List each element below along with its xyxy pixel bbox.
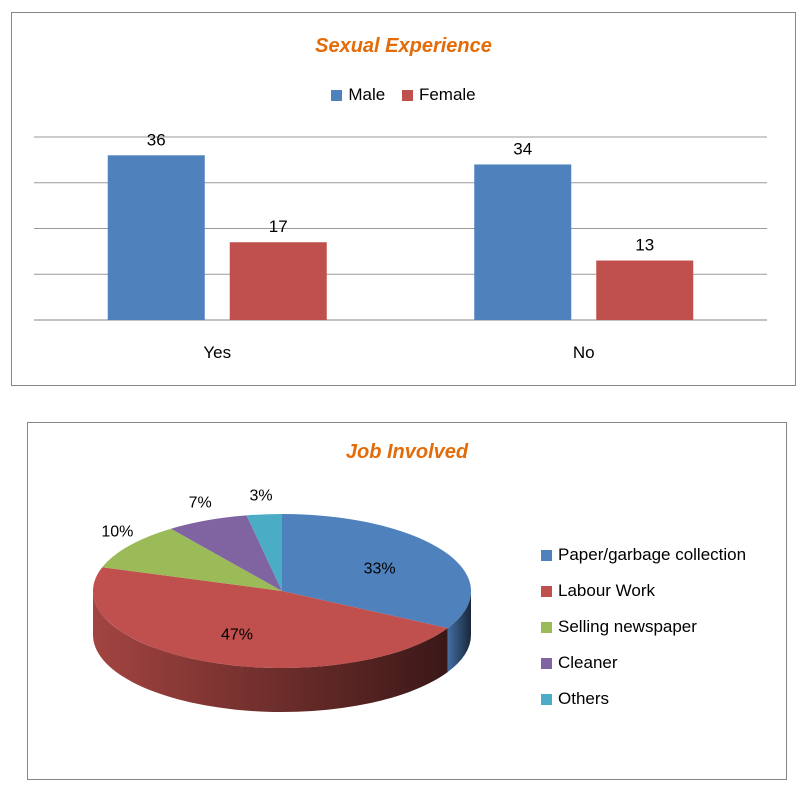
pie-legend-item: Others [541,681,746,717]
pie-chart-title: Job Involved [345,441,469,463]
pie-data-label: 33% [364,560,396,577]
legend-label-male: Male [348,85,386,104]
pie-legend-swatch [541,657,552,669]
pie-side-walls [93,591,471,712]
bar-female-no [596,260,694,320]
bar-data-label: 17 [269,217,288,236]
pie-slice-0 [282,514,472,629]
pie-slice-side-1 [93,591,448,712]
pie-slice-3 [170,515,282,591]
x-tick-label: Yes [203,343,231,362]
pie-legend-item: Selling newspaper [541,609,746,645]
pie-slice-1 [93,567,448,668]
bar-chart-title: Sexual Experience [315,35,492,57]
pie-legend-label: Selling newspaper [558,617,697,636]
pie-legend-swatch [541,621,552,633]
x-tick-label: No [573,343,595,362]
pie-chart-legend: Paper/garbage collection Labour Work Selli… [541,537,746,717]
pie-slice-4 [246,514,282,591]
legend-label-female: Female [418,85,476,104]
bar-male-yes [107,155,205,320]
legend-item-female: Female [401,85,476,105]
bar-data-label: 34 [513,139,532,158]
pie-data-label: 47% [221,626,253,643]
pie-legend-label: Labour Work [558,581,656,600]
pie-legend-label: Paper/garbage collection [558,545,747,564]
bar-male-no [474,164,572,320]
pie-legend-label: Others [558,689,610,708]
legend-swatch-female [401,89,413,101]
pie-slice-side-0 [447,591,471,673]
bar-female-yes [229,242,327,320]
pie-data-label: 7% [189,494,212,511]
bar-chart-plot: 36 17 Yes 34 13 No [34,130,767,362]
pie-legend-swatch [541,585,552,597]
pie-chart-panel: Job Involved 33% 47% 10% 7% 3% Paper/garbage… [27,422,787,780]
bar-chart-legend: Male Female [12,85,795,106]
pie-chart-plot: 33% 47% 10% 7% 3% [93,487,472,712]
bar-chart-panel: Sexual Experience Male Female 36 17 Yes 34 1… [11,12,796,386]
pie-legend-swatch [541,693,552,705]
legend-swatch-male [331,89,343,101]
pie-legend-swatch [541,549,552,561]
pie-data-label: 3% [250,487,273,504]
bar-data-label: 36 [147,130,166,149]
pie-legend-item: Labour Work [541,573,746,609]
pie-legend-item: Cleaner [541,645,746,681]
pie-data-label: 10% [101,524,133,541]
pie-slice-2 [102,528,282,591]
legend-item-male: Male [331,85,385,105]
bar-data-label: 13 [635,236,654,255]
pie-legend-item: Paper/garbage collection [541,537,746,573]
pie-legend-label: Cleaner [558,653,618,672]
